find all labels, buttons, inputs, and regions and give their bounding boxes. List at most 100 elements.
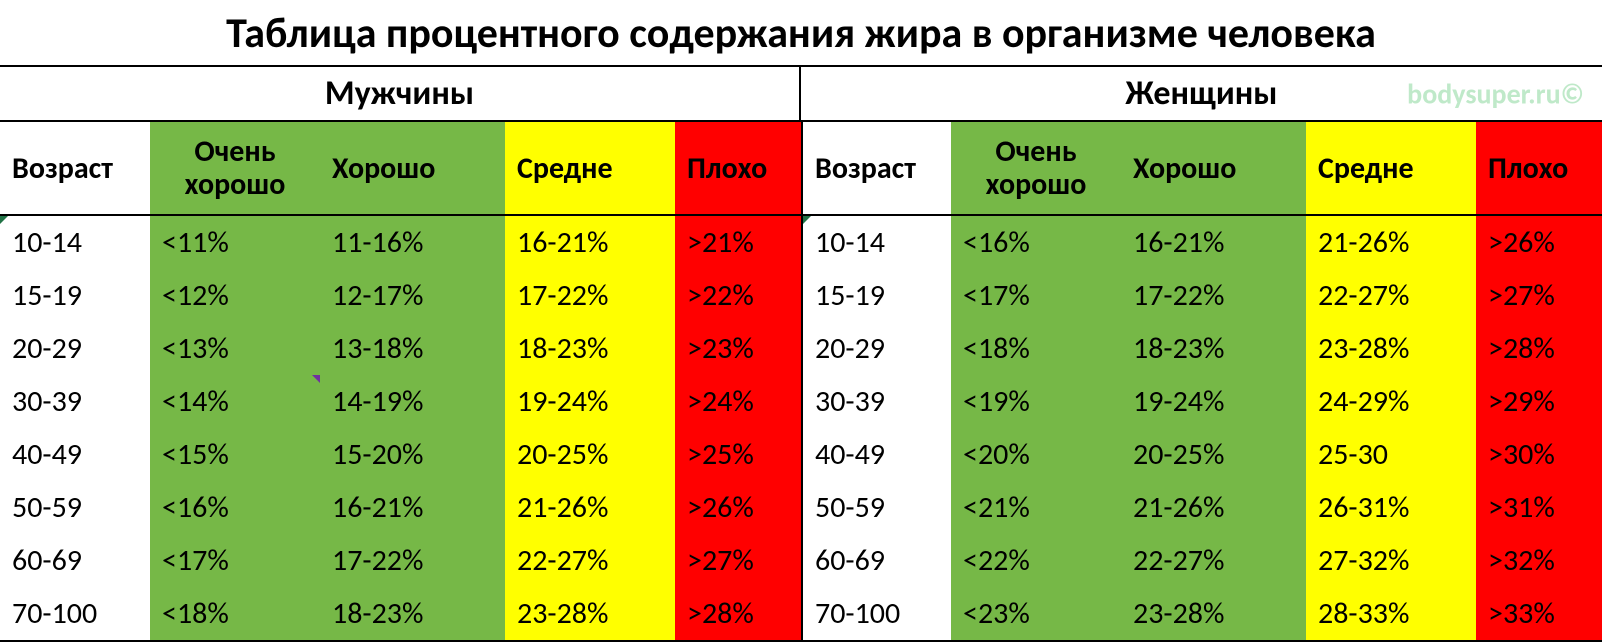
- cell-vgood: <19%: [951, 375, 1121, 428]
- cell-vgood: <12%: [150, 269, 320, 322]
- cell-avg: 22-27%: [505, 534, 675, 587]
- cell-vgood: <11%: [150, 216, 320, 269]
- cell-good: 22-27%: [1121, 534, 1306, 587]
- cell-vgood: <20%: [951, 428, 1121, 481]
- cell-avg: 23-28%: [1306, 322, 1476, 375]
- cell-good: 18-23%: [1121, 322, 1306, 375]
- cell-good: 11-16%: [320, 216, 505, 269]
- gender-female-label: Женщины: [1125, 73, 1277, 114]
- table-row: 60-69<17%17-22%22-27%>27%60-69<22%22-27%…: [0, 534, 1602, 587]
- cell-avg: 18-23%: [505, 322, 675, 375]
- cell-avg: 23-28%: [505, 587, 675, 640]
- cell-vgood: <15%: [150, 428, 320, 481]
- cell-bad: >27%: [675, 534, 801, 587]
- cell-vgood: <17%: [951, 269, 1121, 322]
- table-row: 50-59<16%16-21%21-26%>26%50-59<21%21-26%…: [0, 481, 1602, 534]
- cell-bad: >26%: [675, 481, 801, 534]
- cell-vgood: <14%: [150, 375, 320, 428]
- col-header-f-vgood: Оченьхорошо: [951, 122, 1121, 214]
- cell-avg: 24-29%: [1306, 375, 1476, 428]
- col-header-f-avg: Средне: [1306, 122, 1476, 214]
- cell-bad: >30%: [1476, 428, 1602, 481]
- cell-age: 30-39: [0, 375, 150, 428]
- cell-vgood: <22%: [951, 534, 1121, 587]
- cell-bad: >31%: [1476, 481, 1602, 534]
- data-rows: 10-14<11%11-16%16-21%>21%10-14<16%16-21%…: [0, 216, 1602, 642]
- cell-good: 13-18%: [320, 322, 505, 375]
- col-header-m-avg: Средне: [505, 122, 675, 214]
- bodyfat-table: Таблица процентного содержания жира в ор…: [0, 0, 1602, 642]
- cell-bad: >24%: [675, 375, 801, 428]
- cell-vgood: <18%: [150, 587, 320, 640]
- cell-avg: 25-30: [1306, 428, 1476, 481]
- cell-vgood: <21%: [951, 481, 1121, 534]
- cell-bad: >29%: [1476, 375, 1602, 428]
- table-row: 30-39<14%14-19%19-24%>24%30-39<19%19-24%…: [0, 375, 1602, 428]
- col-header-vgood-l2: хорошо: [185, 168, 286, 201]
- table-row: 10-14<11%11-16%16-21%>21%10-14<16%16-21%…: [0, 216, 1602, 269]
- col-header-f-age: Возраст: [801, 122, 951, 214]
- cell-good: 16-21%: [320, 481, 505, 534]
- cell-bad: >32%: [1476, 534, 1602, 587]
- cell-age: 70-100: [0, 587, 150, 640]
- cell-vgood: <17%: [150, 534, 320, 587]
- col-header-f-good: Хорошо: [1121, 122, 1306, 214]
- cell-age: 70-100: [801, 587, 951, 640]
- watermark-text: bodysuper.ru©: [1407, 76, 1584, 111]
- col-header-vgood-l1: Очень: [995, 135, 1076, 168]
- cell-avg: 16-21%: [505, 216, 675, 269]
- cell-bad: >28%: [675, 587, 801, 640]
- cell-bad: >33%: [1476, 587, 1602, 640]
- cell-avg: 26-31%: [1306, 481, 1476, 534]
- col-header-m-good: Хорошо: [320, 122, 505, 214]
- column-header-row: ВозрастОченьхорошоХорошоСреднеПлохоВозра…: [0, 122, 1602, 216]
- cell-avg: 28-33%: [1306, 587, 1476, 640]
- table-title: Таблица процентного содержания жира в ор…: [0, 0, 1602, 67]
- cell-good: 19-24%: [1121, 375, 1306, 428]
- cell-age: 50-59: [0, 481, 150, 534]
- cell-good: 20-25%: [1121, 428, 1306, 481]
- cell-age: 20-29: [0, 322, 150, 375]
- cell-age: 10-14: [801, 216, 951, 269]
- cell-good: 23-28%: [1121, 587, 1306, 640]
- cell-avg: 21-26%: [1306, 216, 1476, 269]
- col-header-m-age: Возраст: [0, 122, 150, 214]
- cell-avg: 19-24%: [505, 375, 675, 428]
- cell-good: 16-21%: [1121, 216, 1306, 269]
- cell-good: 15-20%: [320, 428, 505, 481]
- cell-avg: 22-27%: [1306, 269, 1476, 322]
- cell-age: 60-69: [0, 534, 150, 587]
- cell-avg: 17-22%: [505, 269, 675, 322]
- cell-avg: 21-26%: [505, 481, 675, 534]
- table-row: 20-29<13%13-18%18-23%>23%20-29<18%18-23%…: [0, 322, 1602, 375]
- gender-male-header: Мужчины: [0, 67, 801, 120]
- cell-bad: >26%: [1476, 216, 1602, 269]
- cell-age: 15-19: [0, 269, 150, 322]
- cell-age: 15-19: [801, 269, 951, 322]
- table-row: 70-100<18%18-23%23-28%>28%70-100<23%23-2…: [0, 587, 1602, 640]
- cell-avg: 27-32%: [1306, 534, 1476, 587]
- cell-bad: >21%: [675, 216, 801, 269]
- cell-good: 12-17%: [320, 269, 505, 322]
- cell-vgood: <18%: [951, 322, 1121, 375]
- cell-age: 40-49: [801, 428, 951, 481]
- cell-avg: 20-25%: [505, 428, 675, 481]
- table-row: 15-19<12%12-17%17-22%>22%15-19<17%17-22%…: [0, 269, 1602, 322]
- cell-age: 30-39: [801, 375, 951, 428]
- cell-good: 18-23%: [320, 587, 505, 640]
- cell-good: 17-22%: [320, 534, 505, 587]
- gender-header-row: Мужчины Женщины bodysuper.ru©: [0, 67, 1602, 122]
- table-row: 40-49<15%15-20%20-25%>25%40-49<20%20-25%…: [0, 428, 1602, 481]
- cell-age: 50-59: [801, 481, 951, 534]
- cell-good: 21-26%: [1121, 481, 1306, 534]
- cell-vgood: <23%: [951, 587, 1121, 640]
- col-header-m-bad: Плохо: [675, 122, 801, 214]
- cell-bad: >27%: [1476, 269, 1602, 322]
- cell-vgood: <13%: [150, 322, 320, 375]
- cell-bad: >28%: [1476, 322, 1602, 375]
- cell-bad: >25%: [675, 428, 801, 481]
- cell-age: 10-14: [0, 216, 150, 269]
- col-header-vgood-l1: Очень: [194, 135, 275, 168]
- cell-age: 60-69: [801, 534, 951, 587]
- cell-age: 20-29: [801, 322, 951, 375]
